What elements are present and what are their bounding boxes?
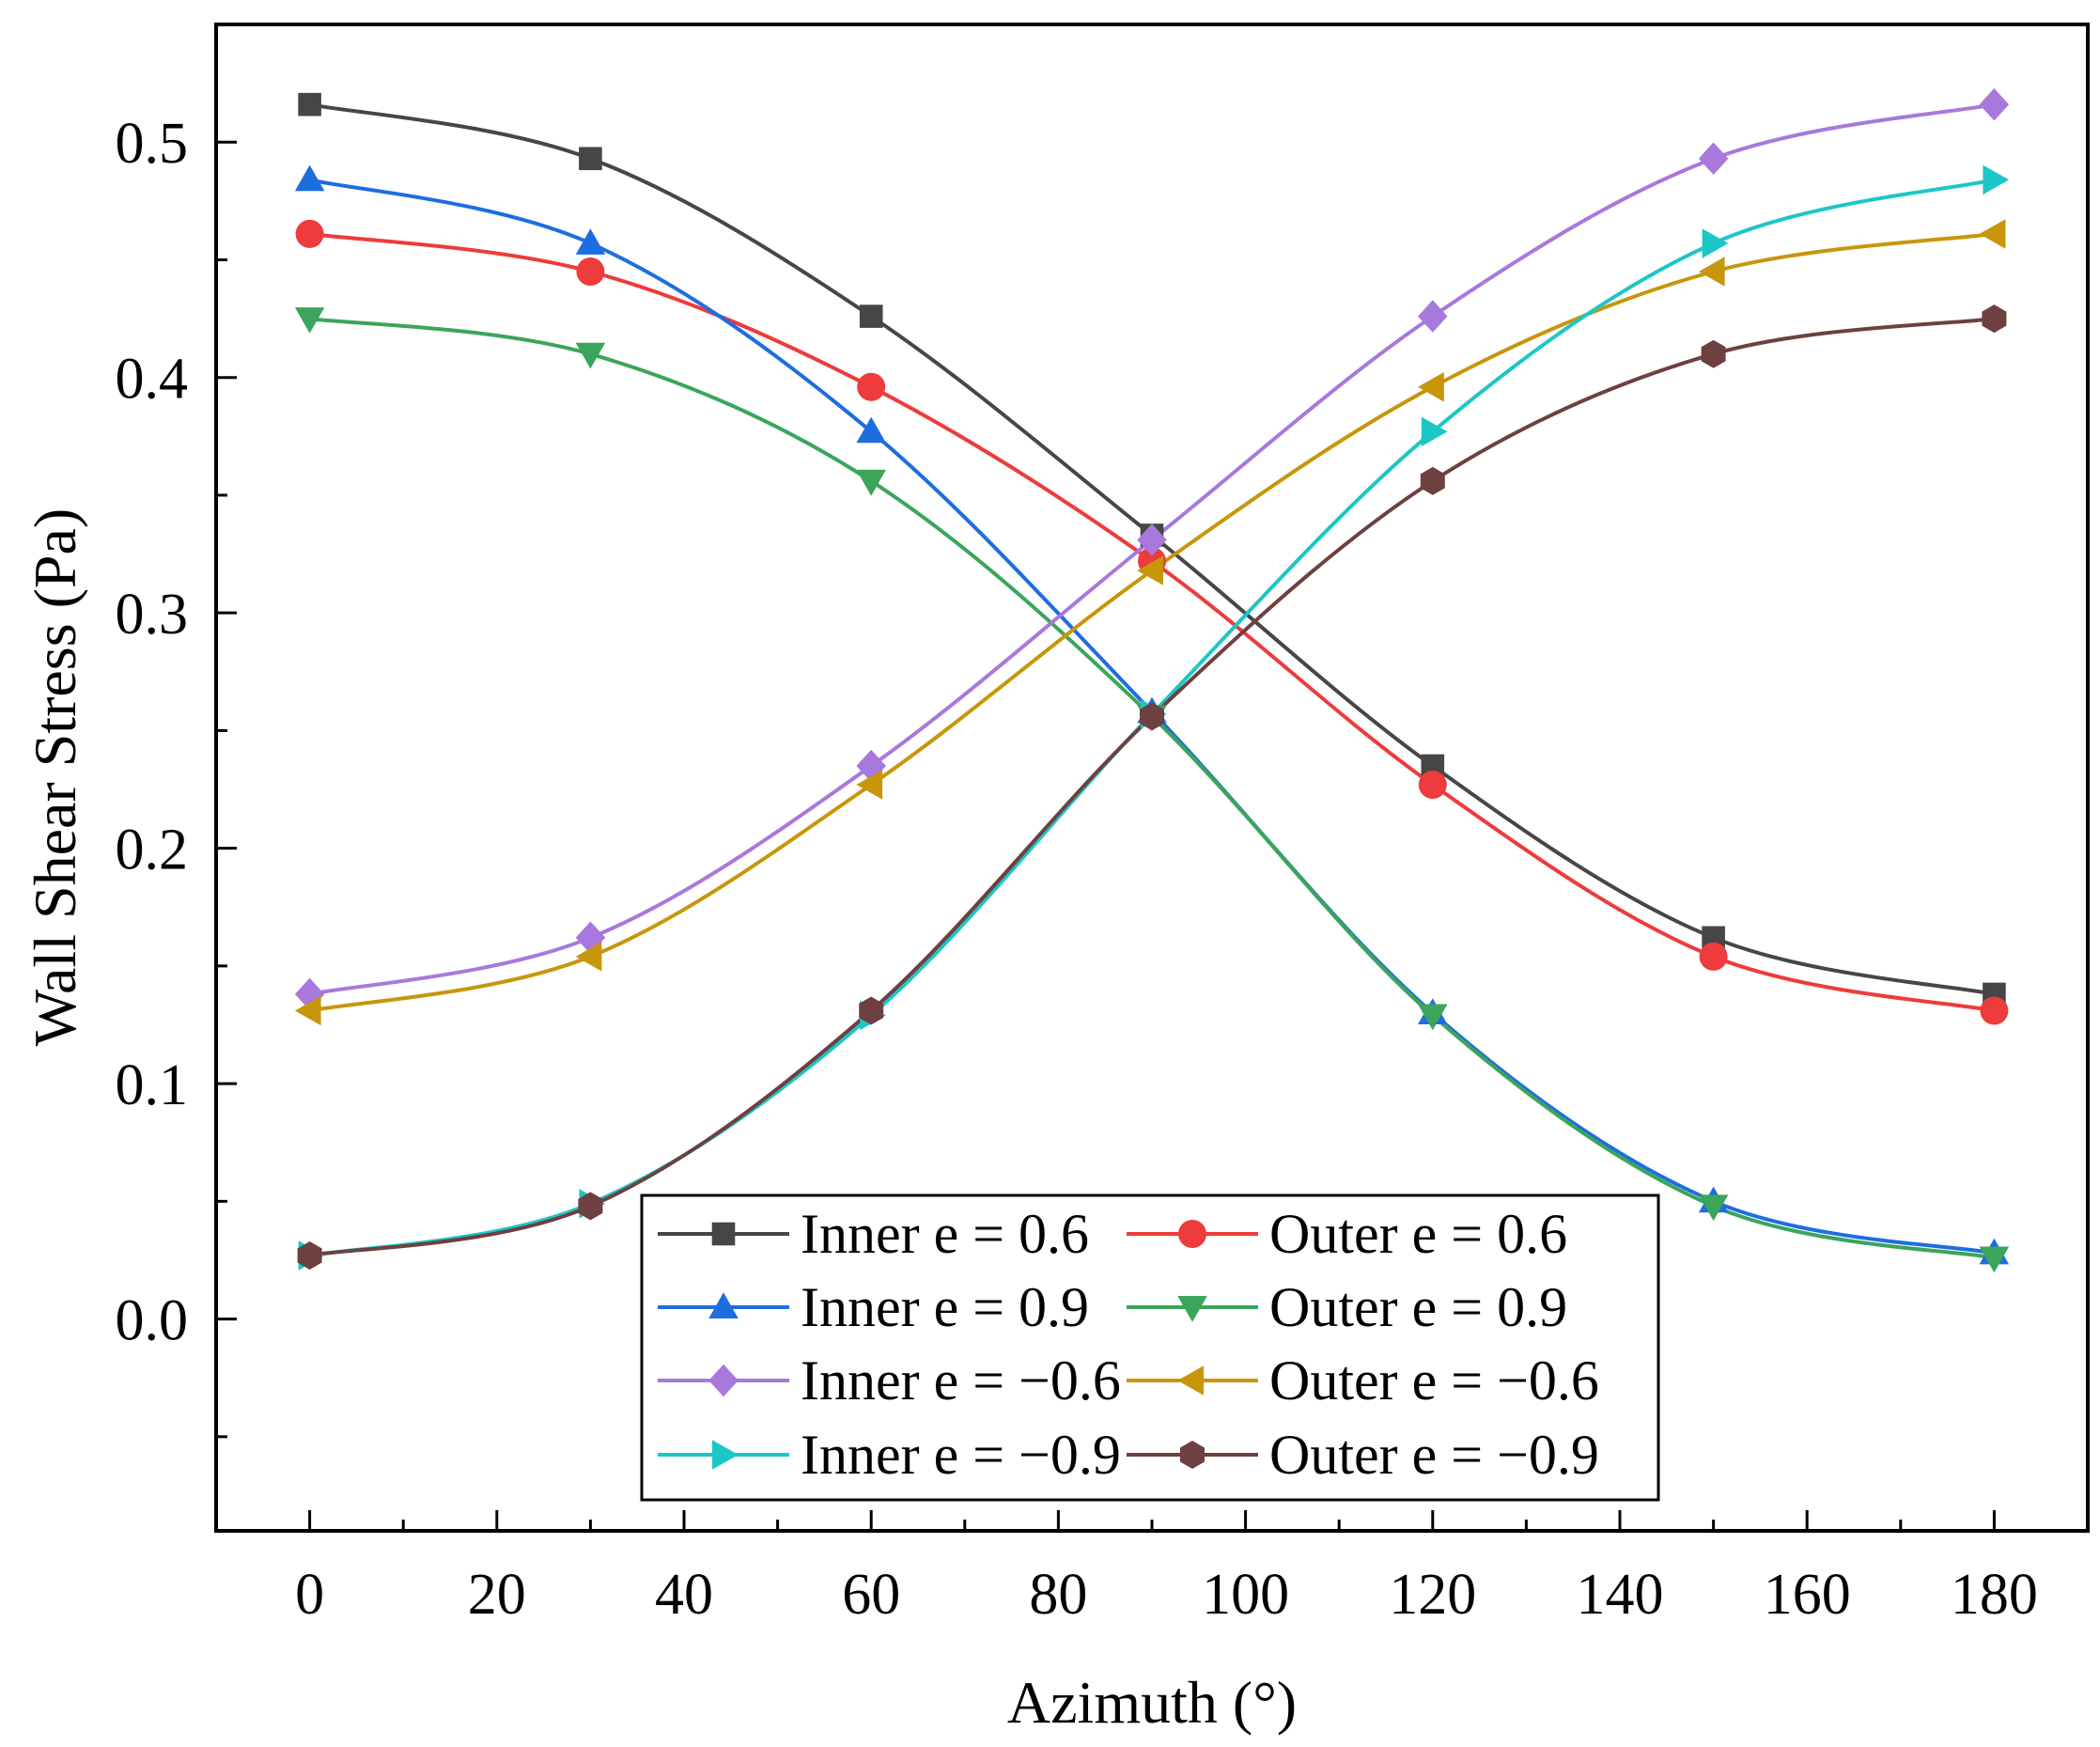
x-tick-label: 140 — [1577, 1563, 1664, 1627]
x-tick-label: 100 — [1202, 1563, 1289, 1627]
data-point-inner-e-neg0-6 — [1979, 87, 2010, 121]
data-point-inner-e-neg0-6 — [1137, 523, 1167, 556]
legend-marker-inner-e-0-6 — [711, 1222, 736, 1246]
series-line-outer-e-0-9 — [309, 317, 1995, 1260]
legend-marker-outer-e-0-6 — [1178, 1220, 1206, 1248]
legend-label-outer-e-neg0-9: Outer e = −0.9 — [1269, 1424, 1599, 1486]
x-tick-label: 20 — [468, 1563, 526, 1627]
data-point-inner-e-0-6 — [579, 147, 602, 171]
y-tick-label: 0.1 — [116, 1053, 189, 1117]
series-curves — [309, 102, 1995, 1260]
data-point-outer-e-0-6 — [857, 372, 886, 401]
legend-label-inner-e-neg0-9: Inner e = −0.9 — [801, 1424, 1121, 1486]
data-point-inner-e-neg0-6 — [1698, 142, 1729, 175]
legend-label-inner-e-0-6: Inner e = 0.6 — [801, 1203, 1089, 1265]
legend-marker-inner-e-neg0-9 — [712, 1440, 739, 1470]
data-point-outer-e-0-9 — [1698, 1194, 1729, 1222]
data-point-outer-e-neg0-9 — [1140, 702, 1164, 731]
data-point-inner-e-0-6 — [859, 304, 883, 328]
x-tick-label: 0 — [295, 1563, 324, 1627]
data-point-outer-e-0-9 — [1979, 1246, 2010, 1273]
x-tick-label: 160 — [1764, 1563, 1851, 1627]
data-point-outer-e-neg0-6 — [1418, 372, 1444, 402]
data-point-outer-e-neg0-9 — [297, 1241, 322, 1270]
data-point-outer-e-neg0-9 — [859, 996, 884, 1025]
data-point-outer-e-neg0-6 — [1698, 257, 1725, 287]
data-point-outer-e-neg0-6 — [294, 995, 321, 1026]
legend-label-outer-e-0-9: Outer e = 0.9 — [1269, 1276, 1567, 1338]
data-point-outer-e-0-6 — [576, 257, 605, 286]
y-tick-label: 0.3 — [116, 583, 189, 647]
series-line-outer-e-0-6 — [309, 231, 1995, 1013]
data-point-outer-e-neg0-9 — [1420, 466, 1445, 495]
data-point-inner-e-neg0-6 — [1418, 300, 1448, 333]
data-point-inner-e-0-9 — [294, 164, 325, 192]
y-axis-title: Wall Shear Stress (Pa) — [22, 508, 88, 1047]
data-point-outer-e-neg0-6 — [856, 770, 883, 800]
legend-label-inner-e-neg0-6: Inner e = −0.6 — [801, 1349, 1121, 1412]
legend-box — [640, 1193, 1660, 1502]
legend-label-outer-e-neg0-6: Outer e = −0.6 — [1269, 1349, 1599, 1412]
y-tick-label: 0.2 — [116, 819, 189, 882]
x-tick-label: 120 — [1389, 1563, 1476, 1627]
data-point-outer-e-0-9 — [856, 469, 886, 496]
legend-label-inner-e-0-9: Inner e = 0.9 — [801, 1276, 1089, 1338]
data-point-outer-e-0-6 — [1980, 996, 2009, 1025]
data-point-outer-e-0-9 — [294, 307, 325, 334]
data-point-outer-e-neg0-9 — [1701, 339, 1726, 368]
legend-label-outer-e-0-6: Outer e = 0.6 — [1269, 1203, 1567, 1265]
data-point-outer-e-0-9 — [1418, 1004, 1448, 1031]
legend-marker-inner-e-neg0-6 — [708, 1364, 739, 1397]
series-line-outer-e-neg0-9 — [309, 317, 1995, 1257]
legend-marker-outer-e-neg0-6 — [1177, 1365, 1204, 1396]
legend-marker-outer-e-0-9 — [1177, 1296, 1207, 1322]
x-tick-label: 40 — [655, 1563, 713, 1627]
legend-marker-outer-e-neg0-9 — [1180, 1441, 1205, 1469]
x-tick-label: 60 — [842, 1563, 900, 1627]
y-tick-label: 0.0 — [116, 1289, 189, 1353]
legend: Inner e = 0.6 Inner e = 0.9 Inner e = −0.6… — [640, 1193, 1660, 1502]
series-markers — [294, 87, 2010, 1273]
data-point-outer-e-neg0-9 — [578, 1192, 603, 1221]
data-point-outer-e-neg0-9 — [1982, 304, 2007, 334]
data-point-outer-e-neg0-6 — [575, 942, 602, 972]
data-point-inner-e-neg0-9 — [1983, 164, 2010, 195]
data-point-outer-e-0-6 — [1699, 942, 1728, 971]
x-axis-ticks: 0 20 40 60 80 100 120 140 160 180 — [295, 1510, 2038, 1627]
x-tick-label: 180 — [1951, 1563, 2038, 1627]
data-point-inner-e-neg0-6 — [294, 977, 325, 1011]
data-point-inner-e-0-6 — [298, 92, 321, 117]
data-point-outer-e-neg0-6 — [1979, 219, 2006, 249]
data-point-outer-e-0-6 — [1418, 771, 1447, 800]
y-tick-label: 0.5 — [116, 112, 189, 176]
data-point-outer-e-0-9 — [575, 342, 606, 369]
data-point-inner-e-0-9 — [575, 228, 606, 255]
series-line-outer-e-neg0-6 — [309, 231, 1995, 1013]
x-tick-label: 80 — [1029, 1563, 1087, 1627]
legend-marker-inner-e-0-9 — [708, 1292, 739, 1318]
data-point-inner-e-0-9 — [856, 416, 886, 444]
y-tick-label: 0.4 — [116, 348, 189, 412]
data-point-inner-e-neg0-9 — [1702, 228, 1729, 258]
data-point-outer-e-0-6 — [295, 219, 324, 248]
data-point-inner-e-neg0-6 — [575, 921, 606, 955]
legend-entries: Inner e = 0.6 Inner e = 0.9 Inner e = −0.6… — [658, 1203, 1599, 1486]
data-point-outer-e-neg0-6 — [1137, 555, 1163, 585]
x-axis-title: Azimuth (°) — [1007, 1669, 1297, 1736]
y-axis-ticks: 0.0 0.1 0.2 0.3 0.4 0.5 — [116, 23, 237, 1439]
data-point-inner-e-neg0-9 — [1421, 416, 1448, 447]
